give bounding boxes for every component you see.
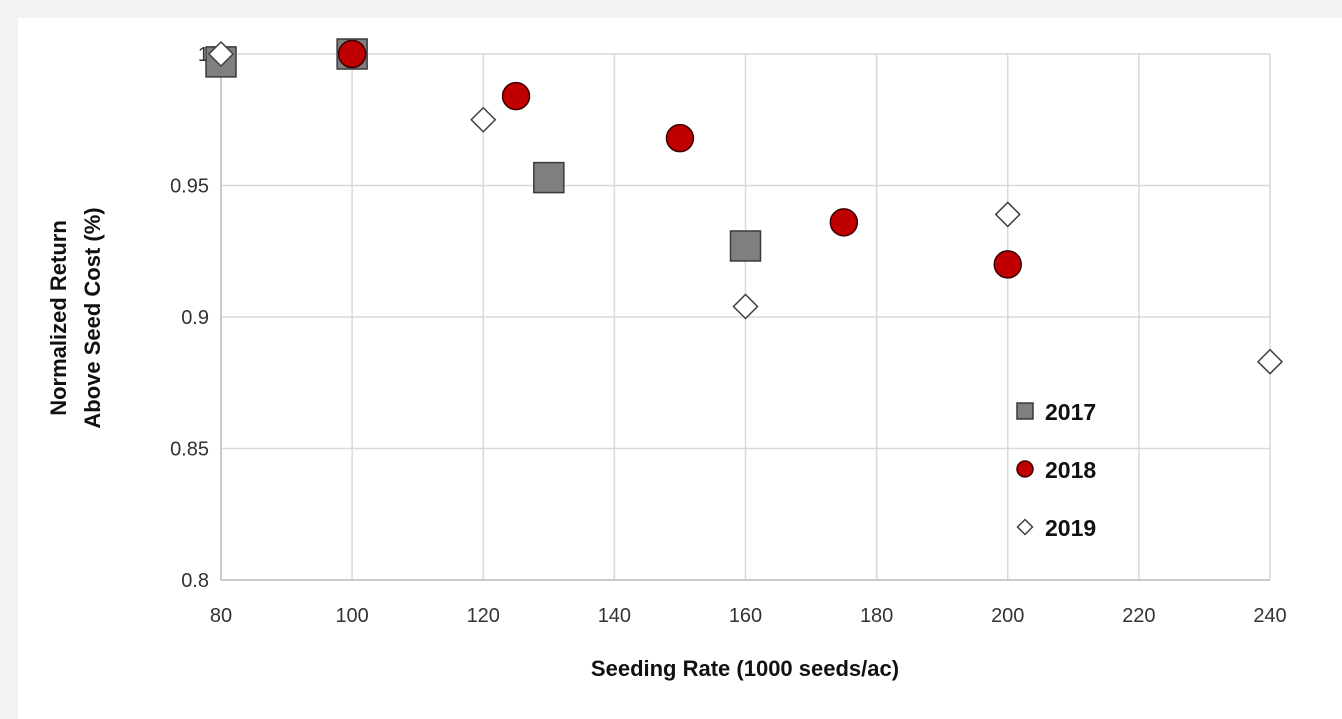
x-tick-label: 100 <box>335 605 368 627</box>
legend-label-2019: 2019 <box>1045 515 1096 541</box>
y-tick-label: 0.8 <box>181 570 209 592</box>
data-point-2019 <box>1256 348 1284 375</box>
data-point-2018 <box>501 81 531 111</box>
data-point-2019 <box>207 40 235 68</box>
data-point-2018 <box>337 39 367 69</box>
legend-label-2017: 2017 <box>1045 399 1096 425</box>
x-tick-label: 180 <box>860 605 893 627</box>
x-tick-label: 120 <box>467 605 500 627</box>
x-tick-label: 200 <box>991 605 1024 627</box>
x-axis-title: Seeding Rate (1000 seeds/ac) <box>591 656 899 681</box>
data-point-2018 <box>829 208 859 237</box>
legend-marker-2018 <box>1016 460 1034 478</box>
data-point-2017 <box>533 161 565 194</box>
x-tick-label: 160 <box>729 605 762 627</box>
data-point-2019 <box>994 201 1021 228</box>
y-tick-label: 0.95 <box>170 176 209 198</box>
data-point-2018 <box>665 123 695 153</box>
x-tick-label: 140 <box>598 605 631 627</box>
x-tick-label: 240 <box>1253 605 1286 627</box>
legend-label-2018: 2018 <box>1045 457 1096 483</box>
x-tick-label: 80 <box>210 605 232 627</box>
legend-marker-2019 <box>1016 518 1034 536</box>
data-points <box>205 38 1284 375</box>
y-tick-label: 0.9 <box>181 307 209 329</box>
y-axis-title-line-2: Above Seed Cost (%) <box>80 207 105 428</box>
x-tick-label: 220 <box>1122 605 1155 627</box>
data-point-2017 <box>729 230 762 262</box>
axis-layer: Seeding Rate (1000 seeds/ac) Normalized … <box>46 207 899 681</box>
y-tick-label: 1 <box>198 44 209 66</box>
y-axis-title-line-1: Normalized Return <box>46 220 71 416</box>
data-point-2019 <box>470 106 497 133</box>
legend-marker-2017 <box>1016 402 1034 420</box>
data-point-2019 <box>732 293 759 320</box>
legend: 2017 2018 2019 <box>1016 399 1096 541</box>
data-point-2018 <box>993 250 1022 279</box>
y-tick-label: 0.85 <box>170 439 209 461</box>
